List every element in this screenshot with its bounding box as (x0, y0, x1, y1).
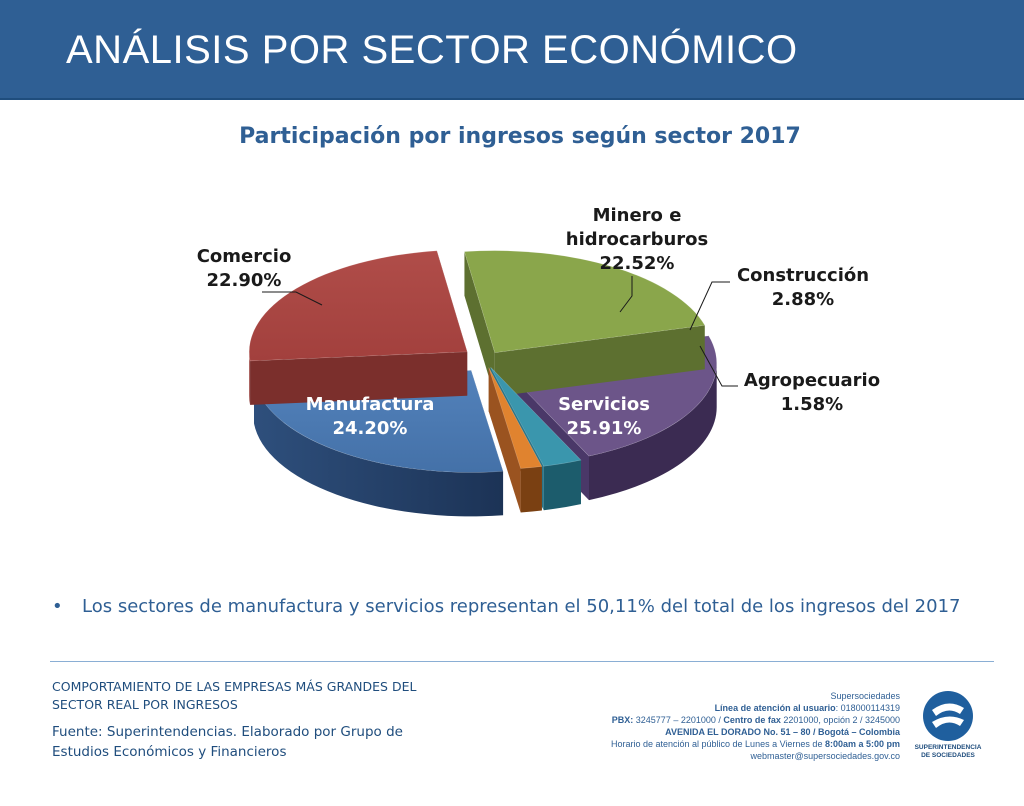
slice-manufactura (248, 250, 468, 405)
slice-labels: Comercio 22.90% Minero e hidrocarburos 22.52… (197, 205, 880, 439)
slice-label-servicios: Servicios 25.91% (558, 394, 650, 439)
slide-header: ANÁLISIS POR SECTOR ECONÓMICO (0, 0, 1024, 100)
contact-hours: Horario de atención al público de Lunes … (610, 739, 900, 749)
leader-line-agropecuario (699, 345, 738, 387)
contact-org: Supersociedades (830, 691, 900, 701)
slice-label-agropecuario: Agropecuario 1.58% (744, 370, 880, 415)
slice-label-construccion: Construcción 2.88% (737, 265, 869, 310)
slice-label-comercio: Comercio 22.90% (197, 246, 292, 291)
leader-line-minero (619, 276, 633, 313)
footer-report-title-line-2: SECTOR REAL POR INGRESOS (52, 697, 238, 712)
leader-lines (262, 276, 738, 387)
supersociedades-logo (923, 691, 973, 741)
footer-source-line-2: Estudios Económicos y Financieros (52, 744, 287, 760)
slice-label-minero: Minero e hidrocarburos 22.52% (566, 205, 708, 274)
footer-report-title: COMPORTAMIENTO DE LAS EMPRESAS MÁS GRAND… (52, 678, 432, 714)
slice-agropecuario (488, 367, 543, 513)
footer-contact: Supersociedades Línea de atención al usu… (520, 690, 900, 762)
chart-title: Participación por ingresos según sector … (239, 124, 801, 149)
bullet-text: Los sectores de manufactura y servicios … (82, 596, 961, 617)
contact-address: AVENIDA EL DORADO No. 51 – 80 / Bogotá –… (665, 727, 900, 737)
contact-hotline: Línea de atención al usuario: 0180001143… (714, 703, 900, 713)
slice-comercio (464, 250, 706, 397)
footer-source: Fuente: Superintendencias. Elaborado por… (52, 722, 432, 762)
logo-caption: SUPERINTENDENCIA DE SOCIEDADES (914, 744, 982, 759)
footer-divider (50, 661, 994, 662)
pie-slices (248, 250, 717, 517)
leader-line-construccion (689, 281, 730, 331)
footer-report-title-line-1: COMPORTAMIENTO DE LAS EMPRESAS MÁS GRAND… (52, 679, 417, 694)
bullet-point: • Los sectores de manufactura y servicios… (52, 596, 992, 617)
bullet-marker: • (52, 596, 63, 617)
slide-title: ANÁLISIS POR SECTOR ECONÓMICO (66, 28, 798, 72)
contact-email: webmaster@supersociedades.gov.co (750, 751, 900, 761)
footer-source-line-1: Fuente: Superintendencias. Elaborado por… (52, 724, 403, 740)
contact-phone: PBX: 3245777 – 2201000 / Centro de fax 2… (611, 715, 900, 725)
slice-label-manufactura: Manufactura 24.20% (306, 394, 435, 439)
leader-line-comercio (262, 291, 323, 306)
